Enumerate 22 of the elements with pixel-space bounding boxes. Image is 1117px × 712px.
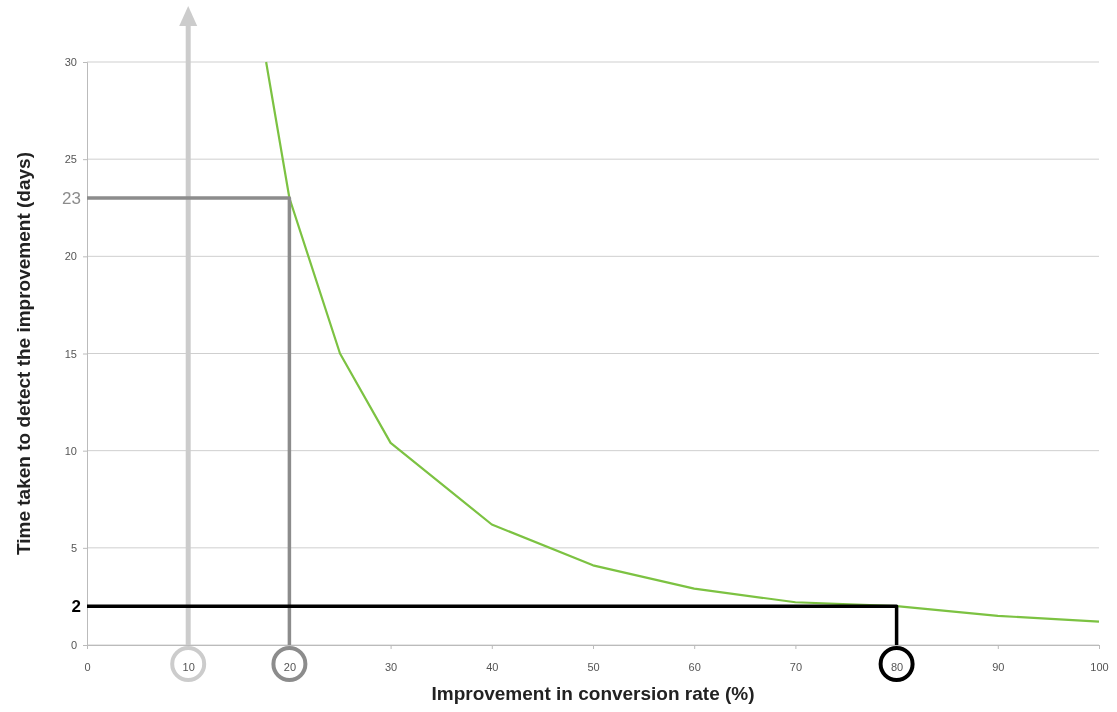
- y-tick-label: 25: [64, 153, 77, 166]
- y-tick-label: 15: [64, 347, 77, 360]
- x-tick-label: 30: [384, 660, 398, 673]
- x-axis-title: Improvement in conversion rate (%): [431, 683, 755, 704]
- x-tick-label: 40: [486, 660, 499, 673]
- y-axis-title: Time taken to detect the improvement (days): [13, 152, 34, 555]
- x-tick-label: 50: [587, 660, 600, 673]
- x-tick-label: 0: [84, 660, 91, 673]
- y-tick-label: 20: [64, 250, 77, 263]
- y-tick-label: 0: [70, 639, 77, 652]
- y-tick-label: 10: [64, 444, 77, 457]
- annotation: 23: [62, 188, 81, 208]
- x-tick-label: 100: [1090, 660, 1109, 673]
- y-tick-label: 5: [70, 541, 77, 554]
- x-tick-label: 20: [283, 660, 297, 673]
- x-tick-label: 90: [992, 660, 1005, 673]
- y-tick-label: 30: [64, 56, 77, 69]
- x-tick-label: 80: [890, 660, 904, 673]
- x-tick-label: 10: [182, 660, 195, 673]
- annotation: 2: [71, 597, 81, 617]
- x-tick-label: 60: [688, 660, 701, 673]
- x-tick-label: 70: [789, 660, 803, 673]
